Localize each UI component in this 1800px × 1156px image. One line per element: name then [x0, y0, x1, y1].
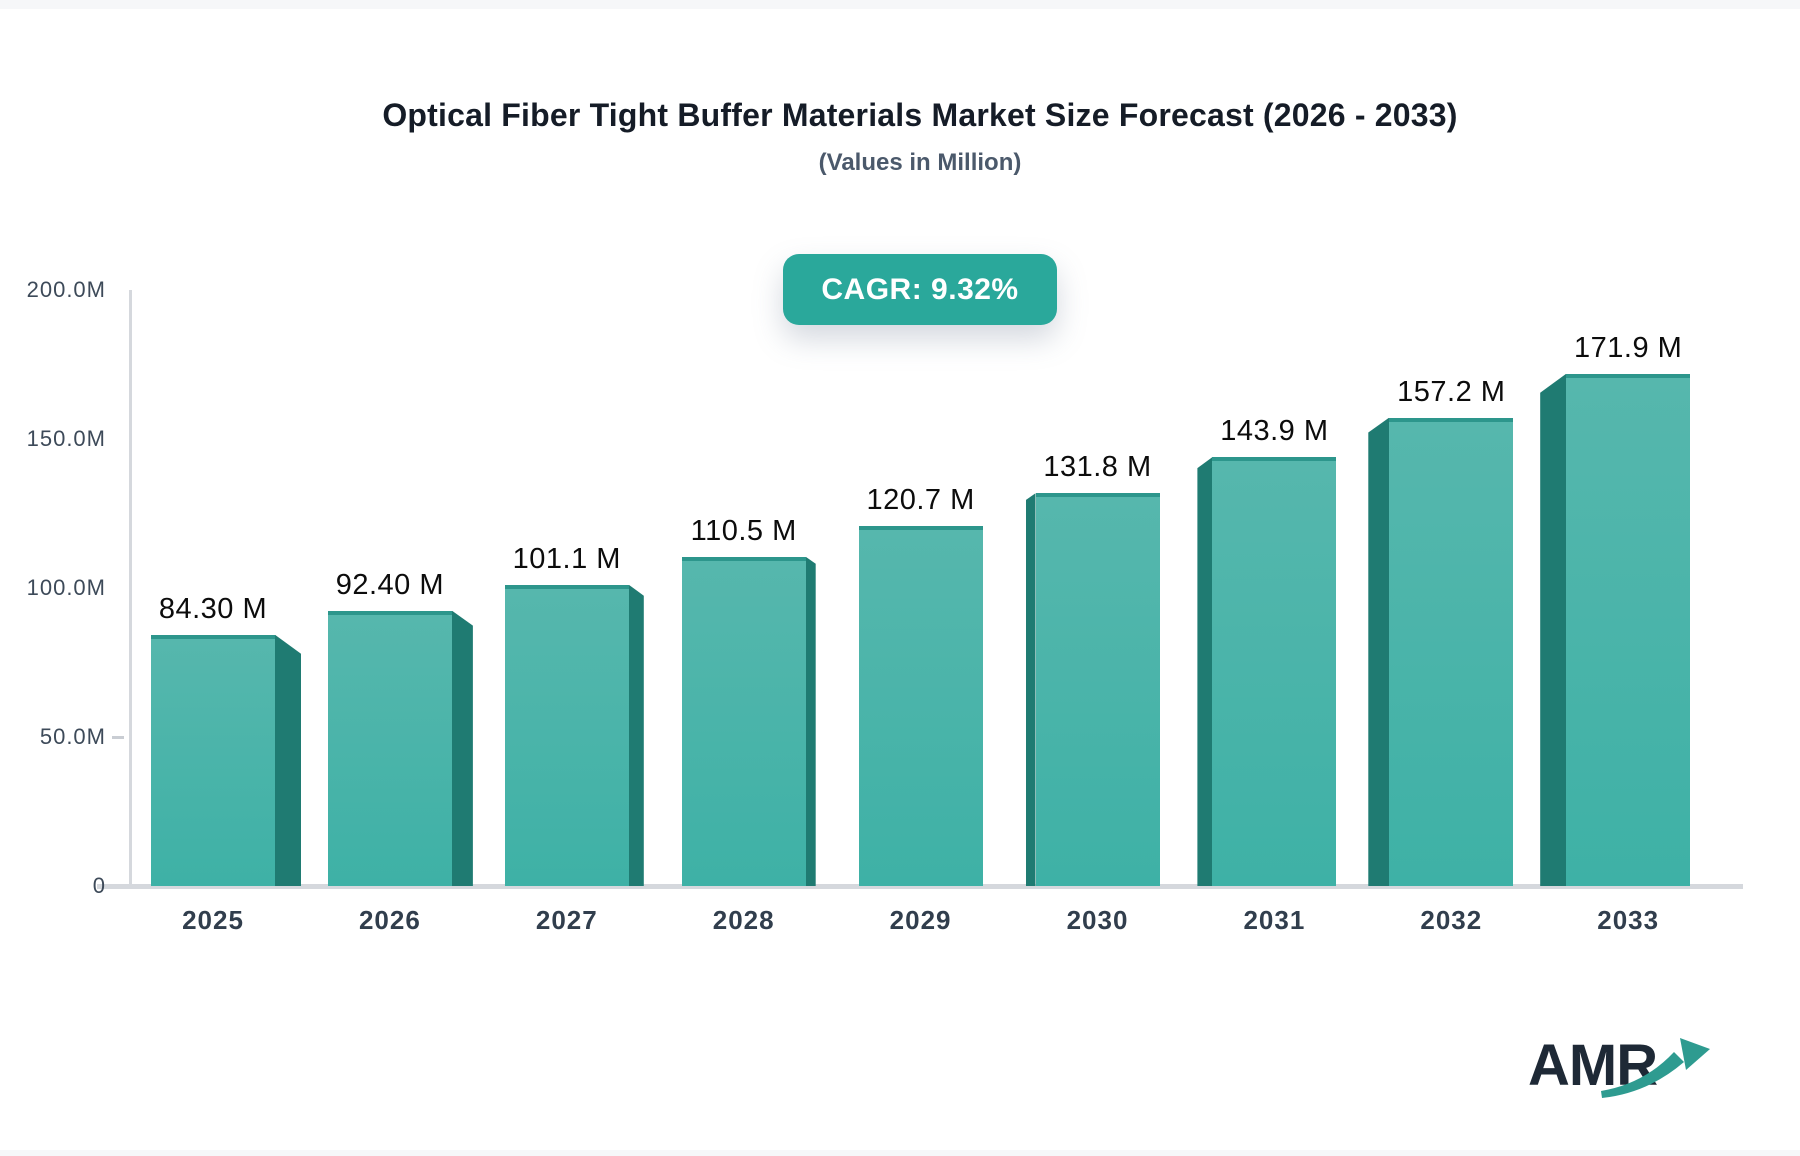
bar-side-face — [1368, 417, 1390, 886]
bar-value-label: 171.9 M — [1574, 331, 1683, 364]
page-top-border — [0, 0, 1800, 9]
x-axis-tick-label: 2028 — [712, 905, 775, 935]
bar-2033 — [1566, 373, 1691, 886]
cagr-badge: CAGR: 9.32% — [783, 254, 1057, 325]
bar-side-face — [1540, 373, 1567, 886]
x-axis-tick-label: 2031 — [1243, 905, 1306, 935]
bar-side-face — [805, 556, 816, 886]
y-axis-tick-50m — [112, 736, 124, 739]
bar-value-label: 101.1 M — [512, 542, 621, 575]
brand-logo: AMR — [1528, 1032, 1768, 1122]
chart-subtitle: (Values in Million) — [818, 149, 1022, 176]
page-bottom-border — [0, 1150, 1800, 1156]
bar-value-label: 92.40 M — [335, 568, 445, 601]
bar-value-label: 84.30 M — [158, 592, 268, 625]
growth-arrow-icon — [1601, 1038, 1710, 1098]
bar-2031 — [1212, 457, 1337, 886]
bar-value-label: 110.5 M — [690, 514, 797, 547]
y-axis-tick-label: 0 — [92, 873, 106, 898]
bar-2032 — [1389, 417, 1514, 886]
x-axis-tick-label: 2027 — [535, 905, 598, 935]
x-axis-tick-label: 2026 — [358, 905, 421, 935]
bar-value-label: 157.2 M — [1397, 375, 1506, 408]
bar-value-label: 131.8 M — [1043, 451, 1152, 484]
bar-side-face — [275, 634, 301, 886]
bar-side-face — [1197, 457, 1213, 886]
y-axis-tick-label: 50.0M — [39, 724, 106, 749]
x-axis-tick-label: 2032 — [1420, 905, 1483, 935]
x-axis-tick-label: 2025 — [182, 905, 244, 935]
bar-2028 — [681, 556, 806, 886]
x-axis-tick-label: 2029 — [889, 905, 952, 935]
bar-value-label: 120.7 M — [866, 484, 975, 517]
y-axis-line — [129, 290, 132, 888]
y-axis-tick-label: 150.0M — [26, 426, 106, 451]
bar-2025 — [151, 634, 275, 886]
bar-side-face — [1025, 493, 1036, 886]
y-axis-tick-label: 100.0M — [26, 575, 106, 600]
x-axis-tick-label: 2030 — [1066, 905, 1129, 935]
cagr-badge-row: CAGR: 9.32% — [40, 254, 1800, 325]
x-axis-tick-label: 2033 — [1597, 905, 1660, 935]
chart-title: Optical Fiber Tight Buffer Materials Mar… — [382, 97, 1458, 133]
bar-2027 — [504, 584, 629, 886]
bar-2029 — [858, 526, 983, 886]
bar-2026 — [327, 610, 452, 886]
y-axis-tick-label: 200.0M — [26, 277, 106, 302]
bar-2030 — [1035, 493, 1160, 886]
bar-side-face — [451, 610, 473, 886]
bar-value-label: 143.9 M — [1220, 415, 1329, 448]
x-axis-line — [97, 884, 1743, 889]
bar-side-face — [628, 584, 644, 886]
